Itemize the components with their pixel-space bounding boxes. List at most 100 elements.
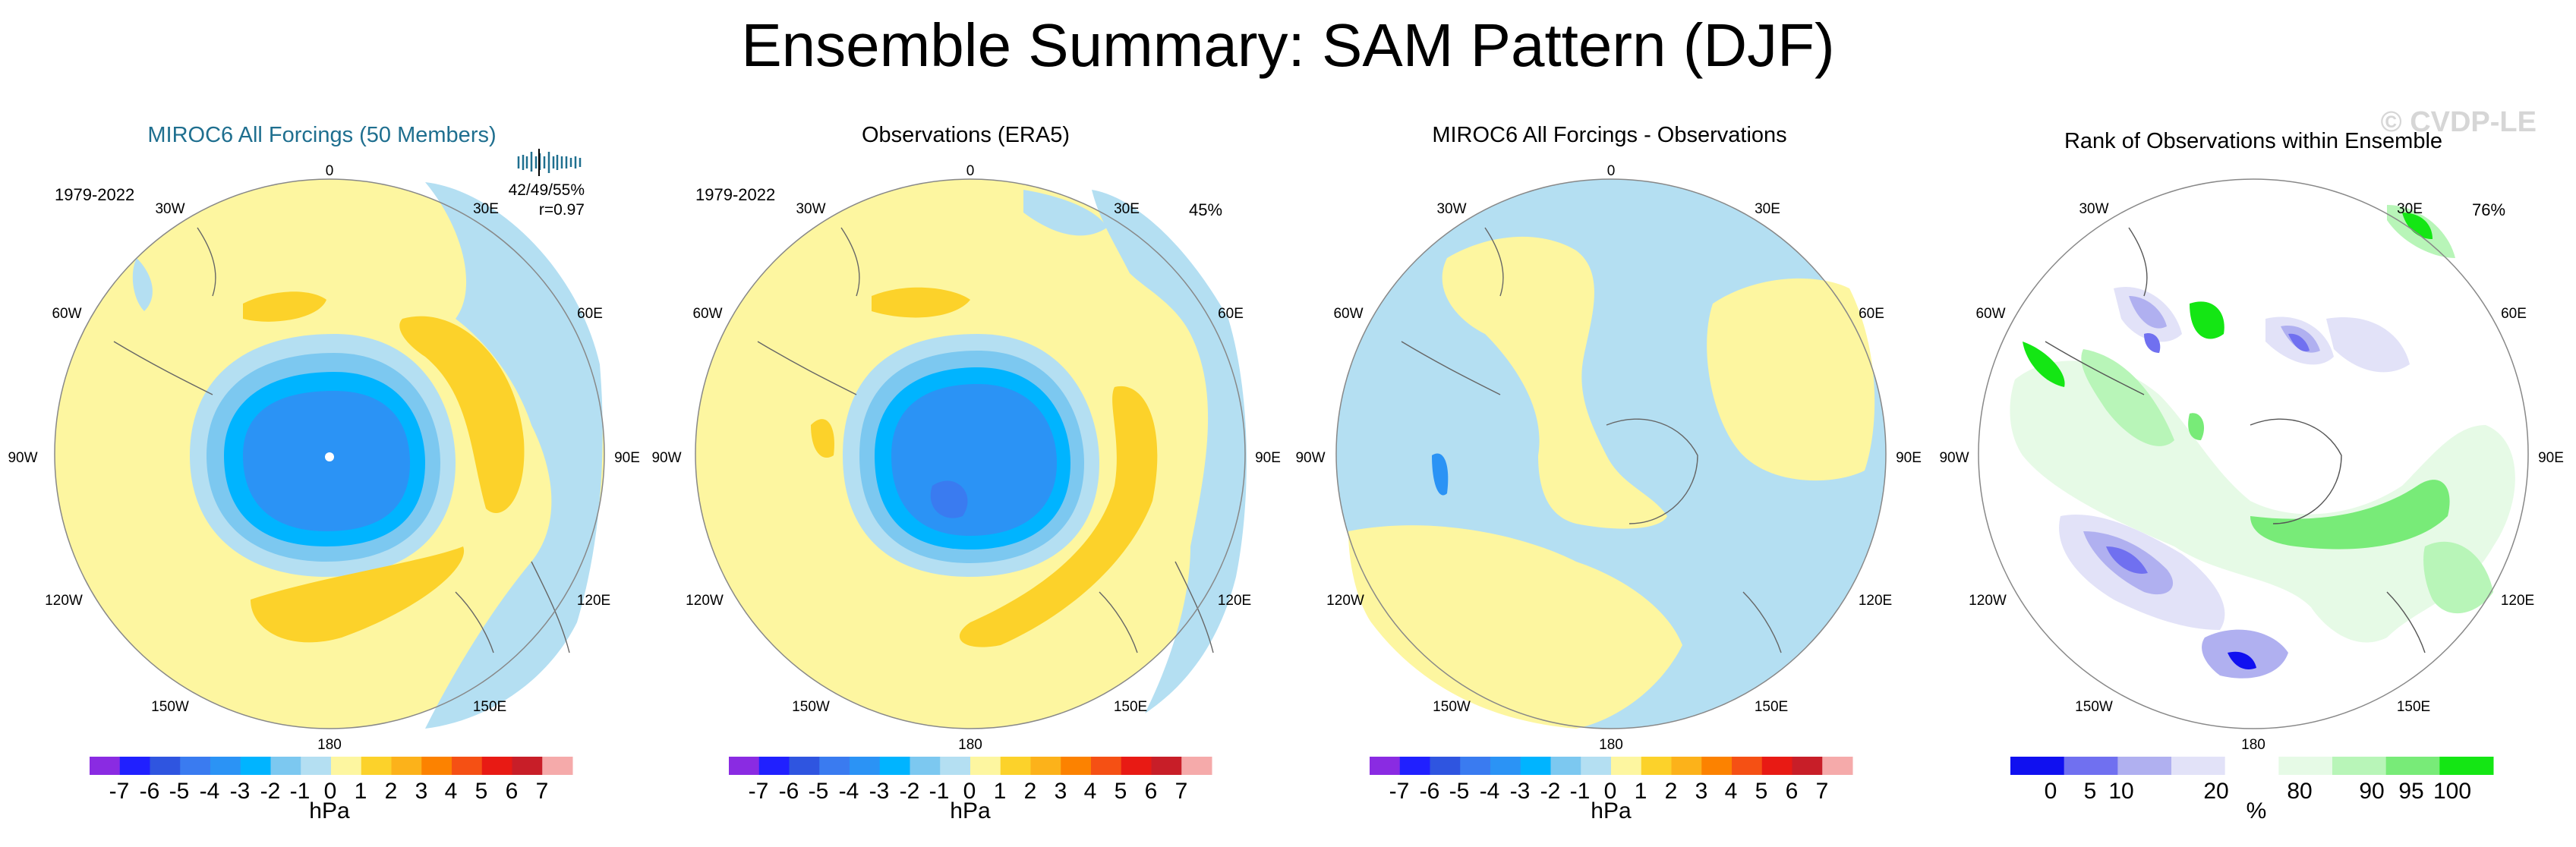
panel-title: Rank of Observations within Ensemble bbox=[2064, 129, 2443, 153]
colorbar-tick: 5 bbox=[2083, 779, 2097, 804]
panel-title: MIROC6 All Forcings - Observations bbox=[1432, 123, 1787, 147]
colorbar-swatch bbox=[1761, 757, 1792, 775]
lon-label: 90W bbox=[1295, 450, 1326, 466]
colorbar-swatch bbox=[361, 757, 392, 775]
colorbar-tick: -1 bbox=[1569, 779, 1591, 804]
lon-label: 30E bbox=[473, 201, 499, 217]
lon-label: 90E bbox=[1896, 450, 1922, 466]
coastlines bbox=[1401, 227, 1782, 653]
stats-percent: 42/49/55% bbox=[508, 181, 585, 199]
colorbar-tick: -6 bbox=[778, 779, 799, 804]
lon-label: 120W bbox=[686, 593, 724, 609]
variance-label: 76% bbox=[2472, 200, 2506, 219]
colorbar-tick: -6 bbox=[1419, 779, 1440, 804]
lon-label: 90E bbox=[1255, 450, 1281, 466]
lon-label: 150E bbox=[1754, 699, 1789, 715]
lon-label: 30E bbox=[2397, 201, 2423, 217]
colorbar-swatch bbox=[421, 757, 452, 775]
lon-label: 120E bbox=[2500, 593, 2535, 609]
colorbar-swatch bbox=[910, 757, 941, 775]
colorbar-tick: 7 bbox=[1174, 779, 1188, 804]
low-pressure-rings bbox=[190, 334, 456, 577]
colorbar-swatch bbox=[1792, 757, 1823, 775]
lon-label: 150E bbox=[2396, 699, 2431, 715]
lon-label: 60W bbox=[1975, 306, 2006, 322]
colorbar-swatch bbox=[2117, 757, 2172, 775]
polar-map bbox=[54, 149, 605, 729]
lon-label: 0 bbox=[325, 163, 334, 179]
lon-label: 150E bbox=[472, 699, 507, 715]
colorbar-tick: -5 bbox=[808, 779, 829, 804]
colorbar-swatch bbox=[1611, 757, 1642, 775]
lon-label: 60E bbox=[577, 306, 603, 322]
colorbar-swatch bbox=[1151, 757, 1182, 775]
lon-label: 180 bbox=[958, 737, 982, 753]
lon-label: 30W bbox=[155, 201, 185, 217]
colorbar-tick: -4 bbox=[838, 779, 859, 804]
lon-label: 150E bbox=[1113, 699, 1148, 715]
colorbar-tick: -4 bbox=[199, 779, 220, 804]
colorbar-swatch bbox=[1399, 757, 1430, 775]
colorbar-swatch bbox=[819, 757, 850, 775]
lon-label: 30W bbox=[796, 201, 826, 217]
colorbar-tick: -2 bbox=[1540, 779, 1561, 804]
colorbar-swatch bbox=[301, 757, 332, 775]
positive-anomalies bbox=[811, 287, 1158, 647]
colorbar-tick: 0 bbox=[963, 779, 976, 804]
colorbar-swatch bbox=[1091, 757, 1122, 775]
map-boundary bbox=[1335, 178, 1887, 729]
stats-correlation: r=0.97 bbox=[538, 201, 585, 219]
colorbar-tick: -1 bbox=[289, 779, 311, 804]
colorbar bbox=[1370, 757, 1853, 775]
colorbar-swatch bbox=[2010, 757, 2065, 775]
lon-label: 180 bbox=[2241, 737, 2265, 753]
lon-label: 120E bbox=[1858, 593, 1893, 609]
lon-label: 60W bbox=[692, 306, 723, 322]
colorbar-swatch bbox=[1732, 757, 1763, 775]
colorbar-swatch bbox=[391, 757, 422, 775]
colorbar-tick: 0 bbox=[2044, 779, 2057, 804]
colorbar-swatch bbox=[1671, 757, 1702, 775]
blue-regions bbox=[132, 182, 603, 729]
colorbar-tick: 0 bbox=[1603, 779, 1617, 804]
stats-box: 42/49/55% r=0.97 bbox=[501, 181, 585, 220]
colorbar-swatch bbox=[2385, 757, 2440, 775]
colorbar-units: hPa bbox=[950, 798, 991, 823]
colorbar-tick: 4 bbox=[1083, 779, 1097, 804]
lon-label: 90W bbox=[651, 450, 682, 466]
colorbar bbox=[729, 757, 1212, 775]
colorbar-swatch bbox=[452, 757, 483, 775]
colorbar-swatch bbox=[1370, 757, 1401, 775]
colorbar-tick: 3 bbox=[1695, 779, 1708, 804]
colorbar bbox=[90, 757, 573, 775]
map-boundary bbox=[1978, 178, 2529, 729]
colorbar-tick: 6 bbox=[1144, 779, 1158, 804]
lon-label: 0 bbox=[966, 163, 975, 179]
lon-label: 30E bbox=[1755, 201, 1780, 217]
colorbar-swatch bbox=[2278, 757, 2333, 775]
colorbar-swatch bbox=[1121, 757, 1152, 775]
colorbar-swatch bbox=[210, 757, 241, 775]
colorbar-tick: -7 bbox=[1389, 779, 1410, 804]
panel-rank: Rank of Observations within Ensemble 76% bbox=[1931, 0, 2575, 847]
colorbar-swatch bbox=[1520, 757, 1551, 775]
low-pressure-rings bbox=[843, 334, 1099, 577]
lon-label: 60E bbox=[1859, 306, 1884, 322]
colorbar-tick: 100 bbox=[2433, 779, 2472, 804]
lon-label: 30W bbox=[2079, 201, 2109, 217]
colorbar-tick: -5 bbox=[1449, 779, 1470, 804]
lon-label: 120W bbox=[1326, 593, 1364, 609]
map-boundary bbox=[695, 178, 1246, 729]
colorbar-swatch bbox=[240, 757, 271, 775]
lon-label: 150W bbox=[1433, 699, 1471, 715]
panel-observations: Observations (ERA5) 1979-2022 45% 0 30E … bbox=[644, 0, 1288, 847]
colorbar-swatch bbox=[1581, 757, 1612, 775]
colorbar-swatch bbox=[789, 757, 820, 775]
watermark: © CVDP-LE bbox=[2380, 106, 2537, 138]
colorbar-tick: -3 bbox=[229, 779, 251, 804]
colorbar-tick: 0 bbox=[323, 779, 337, 804]
colorbar-tick: 80 bbox=[2287, 779, 2313, 804]
colorbar-tick: 6 bbox=[1785, 779, 1799, 804]
period-label: 1979-2022 bbox=[695, 185, 776, 204]
lon-label: 0 bbox=[1606, 163, 1616, 179]
